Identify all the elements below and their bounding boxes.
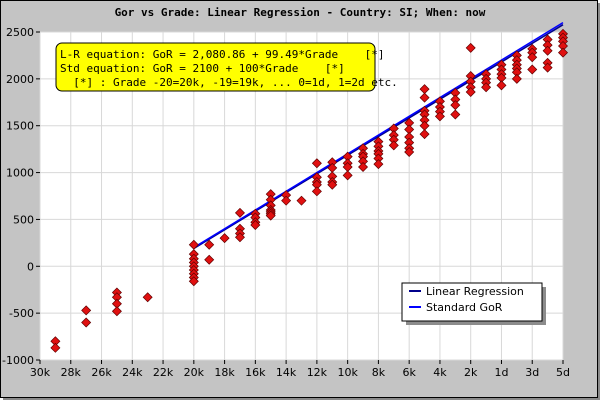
data-point [81, 317, 92, 328]
x-tick-label: 10k [337, 366, 358, 379]
y-tick-label: -500 [9, 307, 34, 320]
x-tick-label: 6k [402, 366, 416, 379]
y-tick-label: 1500 [6, 120, 34, 133]
data-point [404, 146, 415, 157]
y-tick-label: 2500 [6, 26, 34, 39]
data-point [527, 52, 538, 63]
data-point [234, 232, 245, 243]
data-point [434, 111, 445, 122]
data-point [219, 233, 230, 244]
data-point [342, 170, 353, 181]
legend-label-standard-gor: Standard GoR [426, 301, 503, 314]
data-point [111, 306, 122, 317]
data-point [511, 73, 522, 84]
data-point [527, 64, 538, 75]
y-tick-label: 0 [27, 260, 34, 273]
data-point [265, 210, 276, 221]
x-tick-label: 20k [184, 366, 205, 379]
chart-title: Gor vs Grade: Linear Regression - Countr… [115, 6, 486, 19]
x-tick-label: 14k [276, 366, 297, 379]
data-point [558, 47, 568, 58]
y-tick-label: 1000 [6, 167, 34, 180]
equation-info-box: L-R equation: GoR = 2,080.86 + 99.49*Gra… [55, 42, 398, 92]
y-tick-label: 2000 [6, 73, 34, 86]
x-tick-label: 12k [307, 366, 328, 379]
x-tick-label: 18k [214, 366, 235, 379]
data-point [250, 220, 261, 231]
x-tick-label: 1d [494, 366, 508, 379]
data-point [188, 276, 199, 287]
data-point [542, 62, 553, 73]
lr-equation-text: L-R equation: GoR = 2,080.86 + 99.49*Gra… [60, 48, 385, 61]
data-point [311, 158, 322, 169]
legend: Linear Regression Standard GoR [401, 282, 546, 325]
x-tick-label: 5d [556, 366, 570, 379]
data-point [465, 86, 476, 97]
legend-label-linear-regression: Linear Regression [426, 285, 524, 298]
data-point [542, 45, 553, 56]
data-point [142, 292, 153, 303]
legend-box [401, 282, 543, 322]
x-tick-label: 2k [464, 366, 478, 379]
std-equation-text: Std equation: GoR = 2100 + 100*Grade [*] [60, 62, 345, 75]
data-point [358, 161, 369, 172]
data-point [204, 239, 215, 250]
x-tick-label: 16k [245, 366, 266, 379]
y-tick-label: -1000 [2, 354, 34, 367]
data-point [481, 82, 492, 93]
data-point [496, 80, 507, 91]
x-tick-label: 26k [91, 366, 112, 379]
data-point [419, 129, 430, 140]
x-tick-label: 28k [61, 366, 82, 379]
points-layer [50, 28, 568, 353]
data-point [50, 342, 61, 353]
x-tick-label: 30k [30, 366, 51, 379]
data-point [81, 305, 92, 316]
data-point [296, 195, 307, 206]
equation-info-box-background [55, 42, 376, 92]
data-point [388, 140, 399, 151]
data-point [465, 42, 476, 53]
x-tick-label: 24k [122, 366, 143, 379]
y-tick-label: 500 [13, 213, 34, 226]
x-tick-label: 3d [525, 366, 539, 379]
data-point [450, 109, 461, 120]
data-point [311, 186, 322, 197]
data-point [204, 254, 215, 265]
data-point [419, 92, 430, 103]
y-axis-ticks: -1000 -500 0 500 1000 1500 2000 2500 [2, 26, 40, 367]
grade-note-text: [*] : Grade -20=20k, -19=19k, ... 0=1d, … [60, 76, 398, 89]
data-point [234, 207, 245, 218]
x-axis-ticks: 30k 28k 26k 24k 22k 20k 18k 16k 14k 12k 10k 8k 6k 4k 2… [30, 360, 570, 379]
x-tick-label: 8k [372, 366, 386, 379]
data-point [281, 195, 292, 206]
data-point [327, 179, 338, 190]
x-tick-label: 22k [153, 366, 174, 379]
x-tick-label: 4k [433, 366, 447, 379]
data-point [373, 159, 384, 170]
